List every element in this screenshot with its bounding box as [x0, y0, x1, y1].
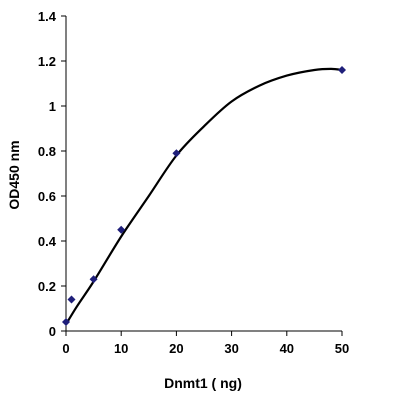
data-point [117, 225, 126, 234]
x-tick-label: 20 [169, 341, 183, 356]
data-point [67, 295, 76, 304]
y-tick-label: 0.6 [38, 189, 56, 204]
y-tick-label: 1.2 [38, 54, 56, 69]
trendline [65, 67, 343, 325]
x-axis-title: Dnmt1 ( ng) [164, 375, 242, 391]
y-tick-label: 0.4 [38, 234, 57, 249]
data-point [62, 318, 70, 326]
x-tick-label: 10 [114, 341, 128, 356]
y-tick-label: 0 [49, 324, 56, 339]
y-tick-label: 1 [49, 99, 56, 114]
y-axis-title: OD450 nm [6, 140, 22, 209]
axes: 0 0.2 0.4 0.6 0.8 1 1.2 1.4 0 10 20 30 40 50 [38, 9, 349, 356]
x-tick-label: 30 [224, 341, 238, 356]
x-tick-label: 40 [280, 341, 294, 356]
data-points [62, 66, 346, 326]
data-point [338, 66, 346, 74]
y-tick-label: 0.8 [38, 144, 56, 159]
data-point [89, 275, 98, 284]
y-tick-label: 0.2 [38, 279, 56, 294]
trendline-group [65, 67, 343, 325]
data-point [172, 149, 181, 158]
x-tick-label: 0 [62, 341, 69, 356]
x-tick-label: 50 [335, 341, 349, 356]
y-tick-label: 1.4 [38, 9, 57, 24]
